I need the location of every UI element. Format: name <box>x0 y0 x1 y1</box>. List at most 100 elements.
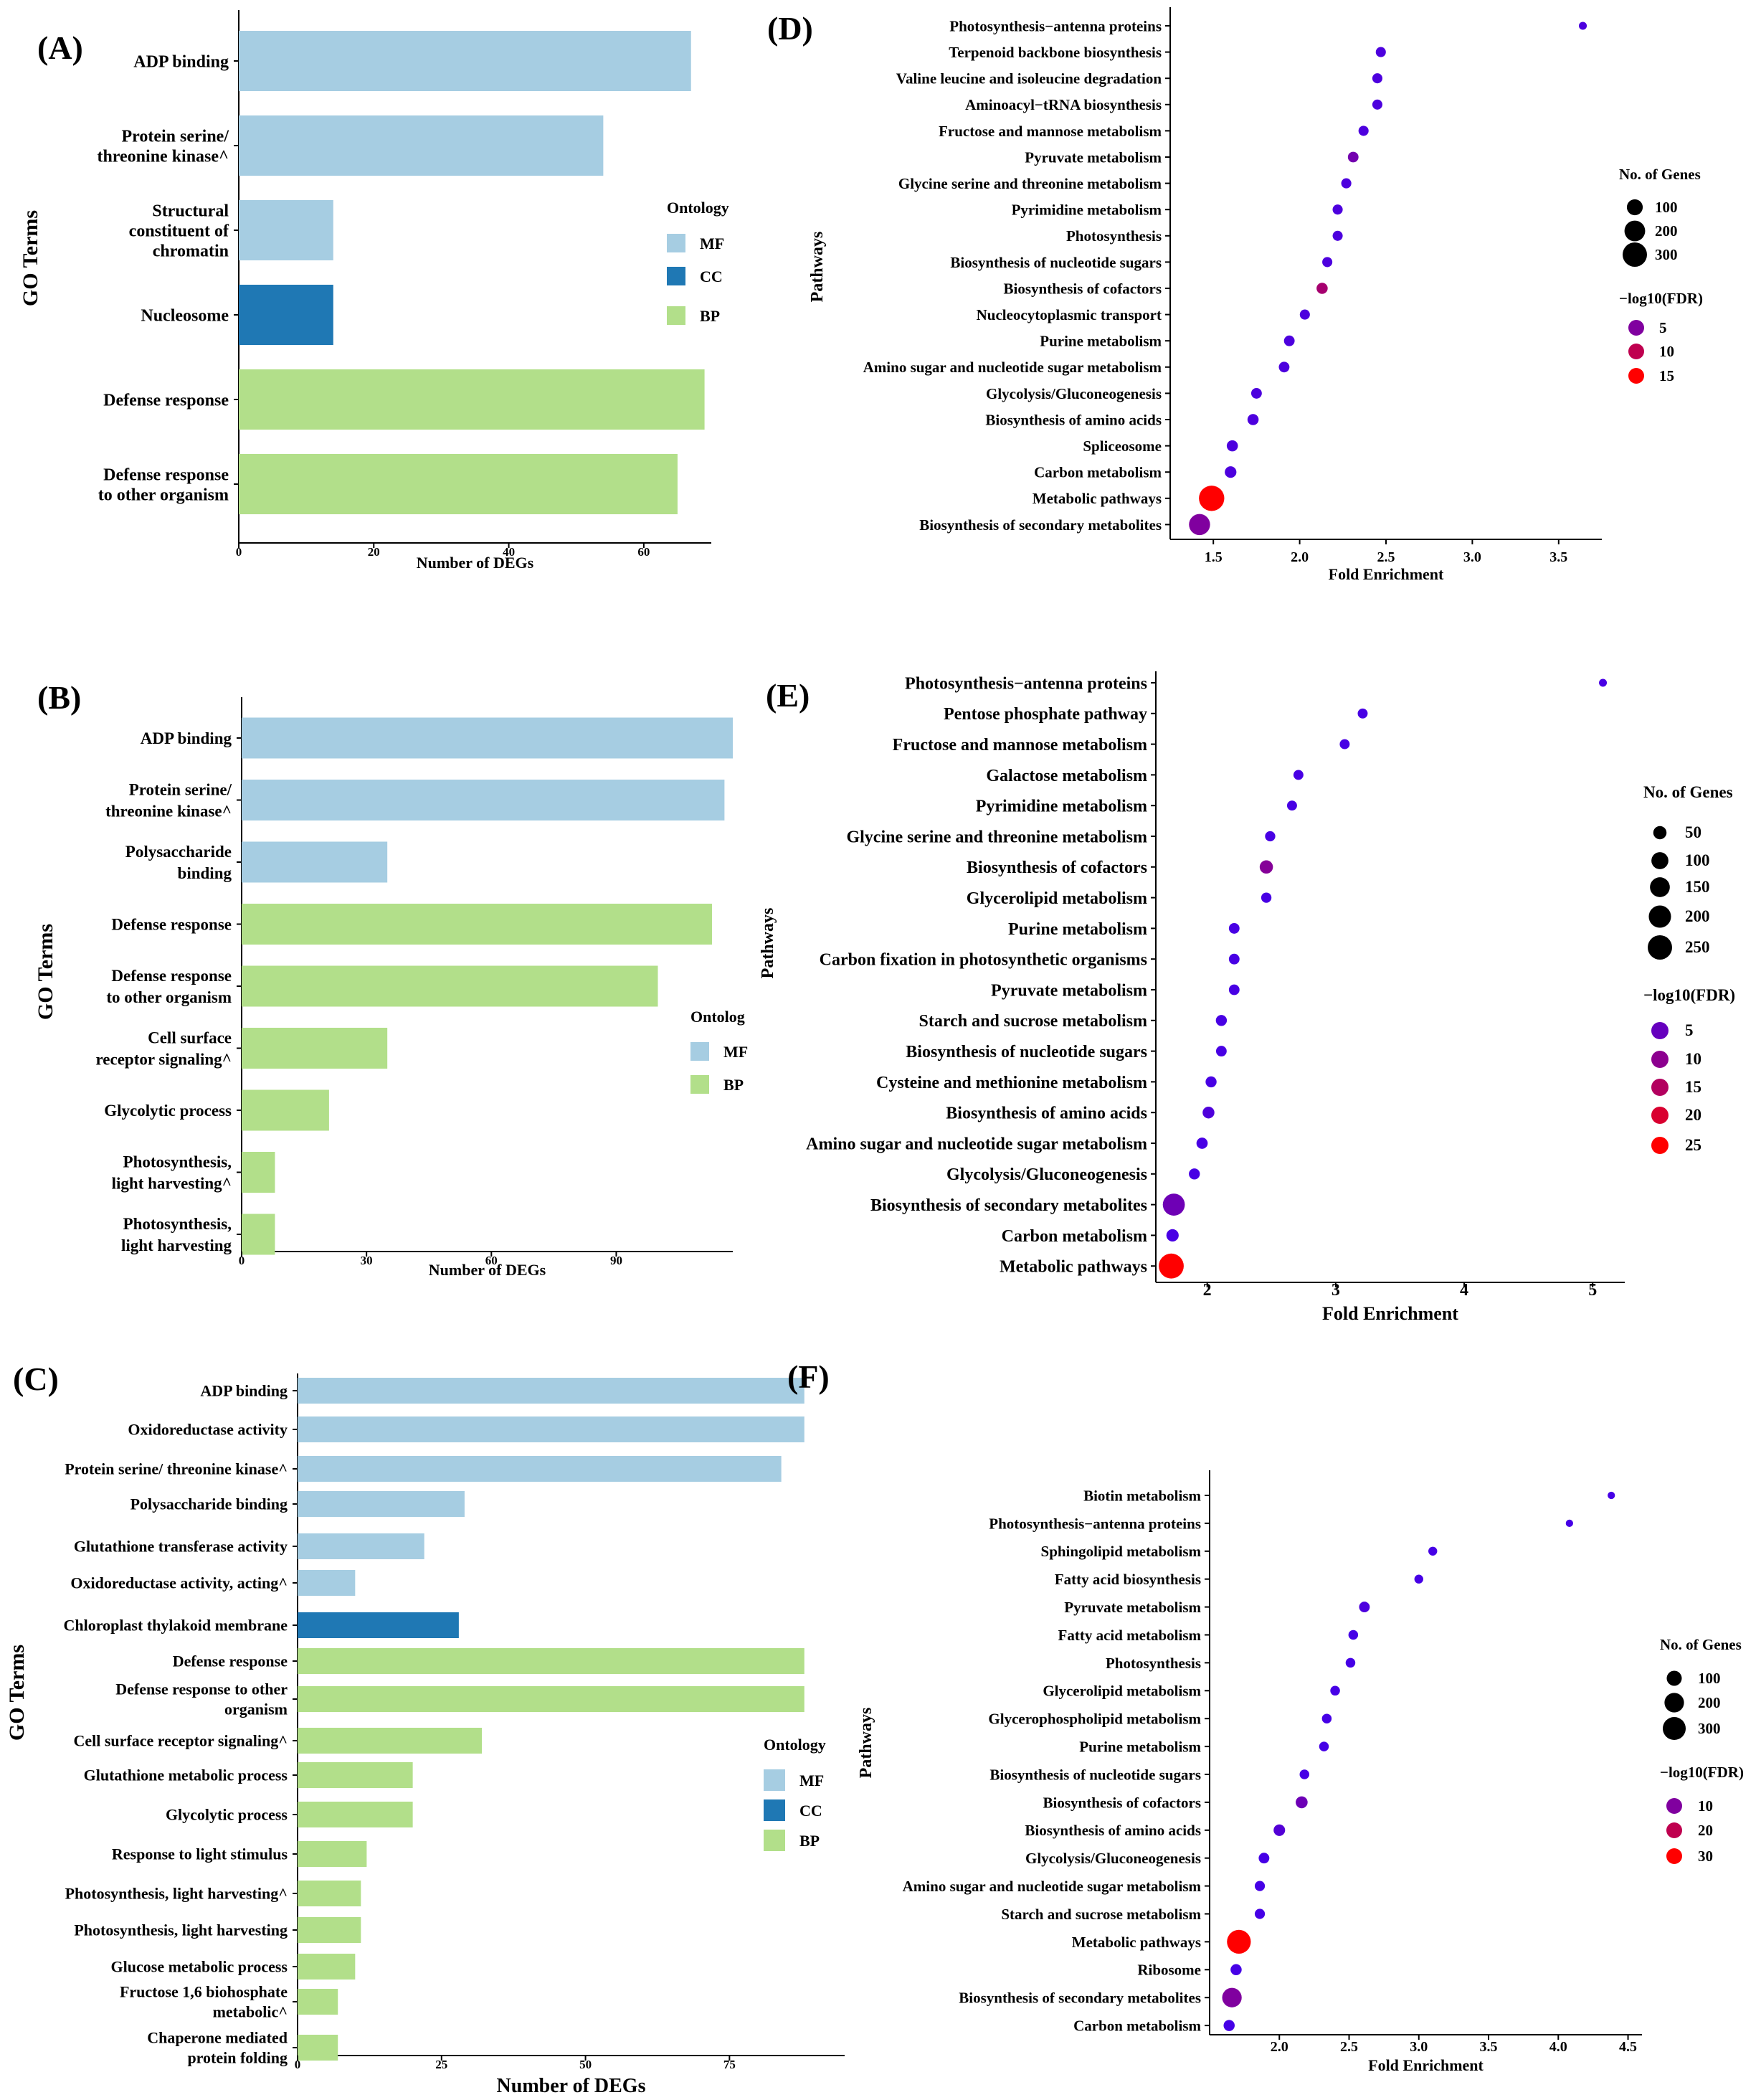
x-tick-label: 75 <box>723 2058 736 2071</box>
point <box>1348 1630 1359 1640</box>
pathway-label: Carbon fixation in photosynthetic organi… <box>820 951 1147 970</box>
x-tick-label: 2.0 <box>1271 2039 1288 2055</box>
x-tick-label: 90 <box>610 1254 622 1267</box>
pathway-label: Glycolysis/Gluconeogenesis <box>986 385 1162 402</box>
legend-title: Ontology <box>667 199 729 217</box>
bar <box>298 1491 465 1517</box>
point <box>1189 514 1210 536</box>
y-axis-title: Pathways <box>808 232 827 303</box>
point <box>1230 1964 1242 1976</box>
category-label: Protein serine/threonine kinase^ <box>105 781 232 820</box>
bar <box>242 1028 388 1069</box>
size-legend-dot <box>1648 935 1672 960</box>
bar <box>298 1416 804 1442</box>
pathway-label: Glycerophospholipid metabolism <box>988 1711 1201 1728</box>
x-tick-label: 25 <box>435 2058 447 2071</box>
pathway-label: Biosynthesis of cofactors <box>967 859 1147 877</box>
point <box>1372 99 1383 110</box>
legend-swatch-MF <box>667 234 685 252</box>
pathway-label: Pyruvate metabolism <box>1025 148 1162 166</box>
legend-label: MF <box>799 1772 824 1789</box>
pathway-label: Aminoacyl−tRNA biosynthesis <box>965 96 1162 113</box>
panel-F: (F) Pathways Biotin metabolism Photosynthes… <box>787 1358 1744 2074</box>
pathway-label: Biosynthesis of amino acids <box>985 411 1162 428</box>
legend-label: CC <box>700 268 723 285</box>
x-tick-label: 60 <box>485 1254 498 1267</box>
bar <box>239 454 678 514</box>
legend-label: MF <box>700 235 724 252</box>
size-legend-dot <box>1653 826 1667 840</box>
point <box>1254 1881 1266 1891</box>
x-tick-label: 3.0 <box>1410 2039 1428 2055</box>
point <box>1225 466 1237 478</box>
legend-label: BP <box>799 1832 820 1850</box>
x-tick-label: 1.5 <box>1205 549 1223 565</box>
panel-label-F: (F) <box>787 1358 830 1395</box>
panel-label-C: (C) <box>13 1361 59 1397</box>
category-label: Defense response <box>103 391 229 410</box>
x-tick-label: 3.0 <box>1463 549 1481 565</box>
color-legend-label: 20 <box>1685 1106 1701 1124</box>
pathway-label: Amino sugar and nucleotide sugar metabol… <box>806 1135 1147 1153</box>
pathway-label: Carbon metabolism <box>1034 464 1162 481</box>
size-legend-title: No. of Genes <box>1619 166 1701 183</box>
bar <box>298 1762 413 1788</box>
point <box>1215 1015 1228 1026</box>
bar <box>298 1533 424 1559</box>
y-axis-title: GO Terms <box>19 210 42 306</box>
bar <box>298 1686 804 1712</box>
color-legend-title: −log10(FDR) <box>1660 1764 1744 1781</box>
x-axis-title: Number of DEGs <box>429 1261 546 1279</box>
panel-D: (D) Pathways Photosynthesis−antenna protei… <box>767 7 1703 583</box>
color-legend-label: 10 <box>1659 343 1674 360</box>
point <box>1259 860 1273 874</box>
point <box>1599 678 1608 687</box>
pathway-label: Nucleocytoplasmic transport <box>977 306 1162 323</box>
category-label: Glycolytic process <box>166 1806 288 1824</box>
point <box>1222 1987 1242 2007</box>
size-legend-dot <box>1664 1693 1684 1713</box>
category-label: Cell surface receptor signaling^ <box>73 1732 288 1750</box>
x-axis-title: Fold Enrichment <box>1368 2056 1484 2074</box>
category-label: Photosynthesis, light harvesting^ <box>112 1153 232 1193</box>
pathway-label: Biosynthesis of secondary metabolites <box>870 1196 1147 1215</box>
x-tick-label: 50 <box>579 2058 592 2071</box>
x-axis-title: Number of DEGs <box>497 2075 646 2097</box>
y-axis-title: Pathways <box>759 908 777 979</box>
x-tick-label: 4.5 <box>1619 2039 1637 2055</box>
point <box>1359 1602 1370 1613</box>
panel-label-B: (B) <box>37 679 81 716</box>
y-axis-title: GO Terms <box>34 924 57 1020</box>
pathway-label: Purine metabolism <box>1079 1738 1201 1755</box>
category-label: Protein serine/ threonine kinase^ <box>65 1460 288 1478</box>
pathway-label: Photosynthesis−antenna proteins <box>905 674 1147 693</box>
bar <box>242 780 725 820</box>
point <box>1254 1909 1266 1919</box>
size-legend-label: 300 <box>1698 1720 1721 1737</box>
legend-swatch-MF <box>690 1042 709 1061</box>
point <box>1162 1193 1185 1216</box>
point <box>1345 1657 1356 1668</box>
panel-label-D: (D) <box>767 10 813 47</box>
pathway-label: Amino sugar and nucleotide sugar metabol… <box>863 359 1162 376</box>
x-tick-label: 2.0 <box>1291 549 1309 565</box>
pathway-label: Terpenoid backbone biosynthesis <box>949 44 1162 61</box>
point <box>1339 739 1350 749</box>
pathway-label: Metabolic pathways <box>1072 1934 1201 1951</box>
bar <box>242 1214 275 1255</box>
category-label: Photosynthesis, light harvesting <box>121 1215 232 1254</box>
point <box>1428 1546 1438 1556</box>
x-axis-title: Fold Enrichment <box>1329 565 1444 583</box>
category-label: Glycolytic process <box>104 1102 232 1120</box>
y-axis-title: GO Terms <box>5 1645 29 1741</box>
bar <box>298 1881 361 1906</box>
pathway-label: Photosynthesis−antenna proteins <box>949 17 1162 34</box>
pathway-label: Carbon metabolism <box>1073 2017 1201 2034</box>
x-axis-title: Number of DEGs <box>417 554 534 572</box>
legend-swatch-MF <box>764 1769 785 1791</box>
pathway-label: Sphingolipid metabolism <box>1041 1543 1202 1560</box>
point <box>1578 22 1587 30</box>
color-legend-label: 10 <box>1685 1050 1701 1068</box>
bar <box>298 1456 782 1482</box>
point <box>1223 2020 1235 2031</box>
